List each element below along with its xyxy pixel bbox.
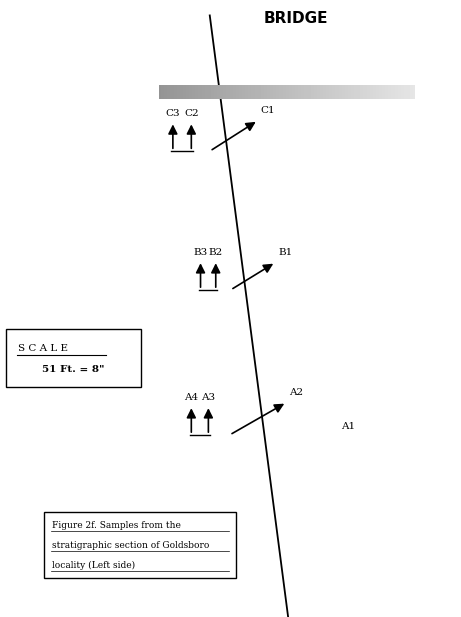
Text: A2: A2 bbox=[289, 388, 303, 397]
Text: B2: B2 bbox=[209, 247, 223, 257]
Text: Figure 2f. Samples from the: Figure 2f. Samples from the bbox=[52, 521, 181, 529]
Text: C1: C1 bbox=[260, 106, 275, 115]
Text: BRIDGE: BRIDGE bbox=[264, 11, 328, 26]
Text: B1: B1 bbox=[278, 248, 292, 257]
Text: A1: A1 bbox=[341, 423, 355, 431]
Text: A4: A4 bbox=[184, 392, 198, 402]
Text: A3: A3 bbox=[201, 392, 215, 402]
Text: S C A L E: S C A L E bbox=[18, 344, 68, 353]
Text: locality (Left side): locality (Left side) bbox=[52, 560, 135, 569]
Text: C3: C3 bbox=[165, 109, 180, 118]
FancyBboxPatch shape bbox=[44, 512, 236, 578]
Text: C2: C2 bbox=[184, 109, 199, 118]
Text: stratigraphic section of Goldsboro: stratigraphic section of Goldsboro bbox=[52, 540, 209, 550]
Text: B3: B3 bbox=[194, 247, 207, 257]
Text: 51 Ft. = 8": 51 Ft. = 8" bbox=[42, 365, 105, 374]
FancyBboxPatch shape bbox=[6, 329, 141, 387]
